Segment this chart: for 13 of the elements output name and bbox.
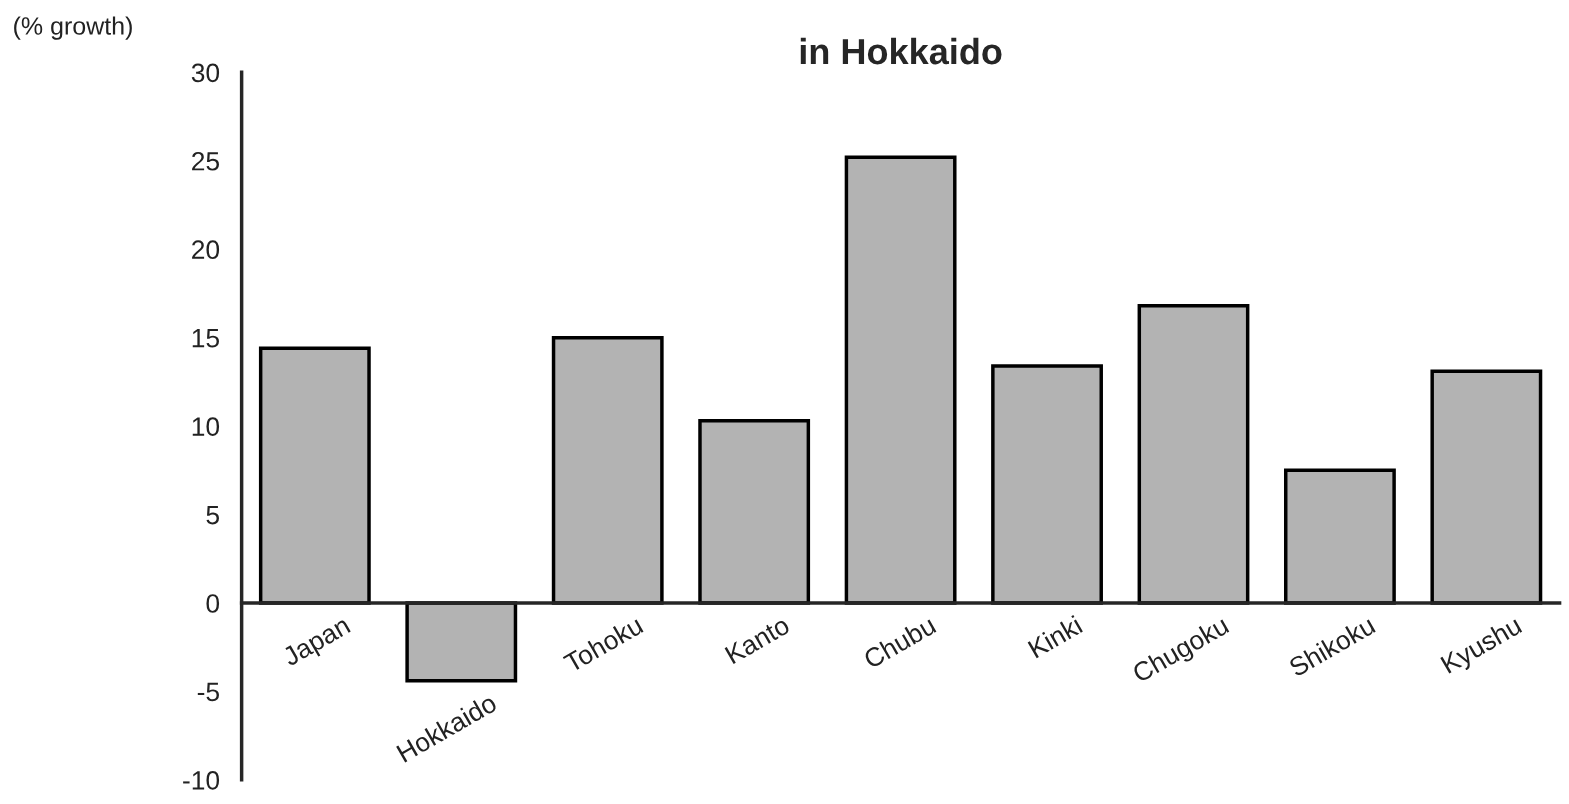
y-tick-label: 0 <box>206 594 220 613</box>
y-tick-label: 30 <box>191 63 220 83</box>
y-tick-label: -10 <box>183 771 220 790</box>
y-tick-label: 25 <box>192 151 219 171</box>
chart-title: in Hokkaido <box>800 37 1002 65</box>
x-tick-label: Kanto <box>724 615 791 665</box>
y-tick-label: 10 <box>192 417 220 436</box>
y-tick-label: 20 <box>192 240 220 260</box>
x-tick-label: Kinki <box>1027 615 1083 659</box>
y-axis-title: (% growth) <box>14 16 132 40</box>
y-tick-label: -5 <box>197 682 219 702</box>
y-tick-label: 15 <box>192 329 219 348</box>
y-tick-label: 5 <box>206 505 219 525</box>
